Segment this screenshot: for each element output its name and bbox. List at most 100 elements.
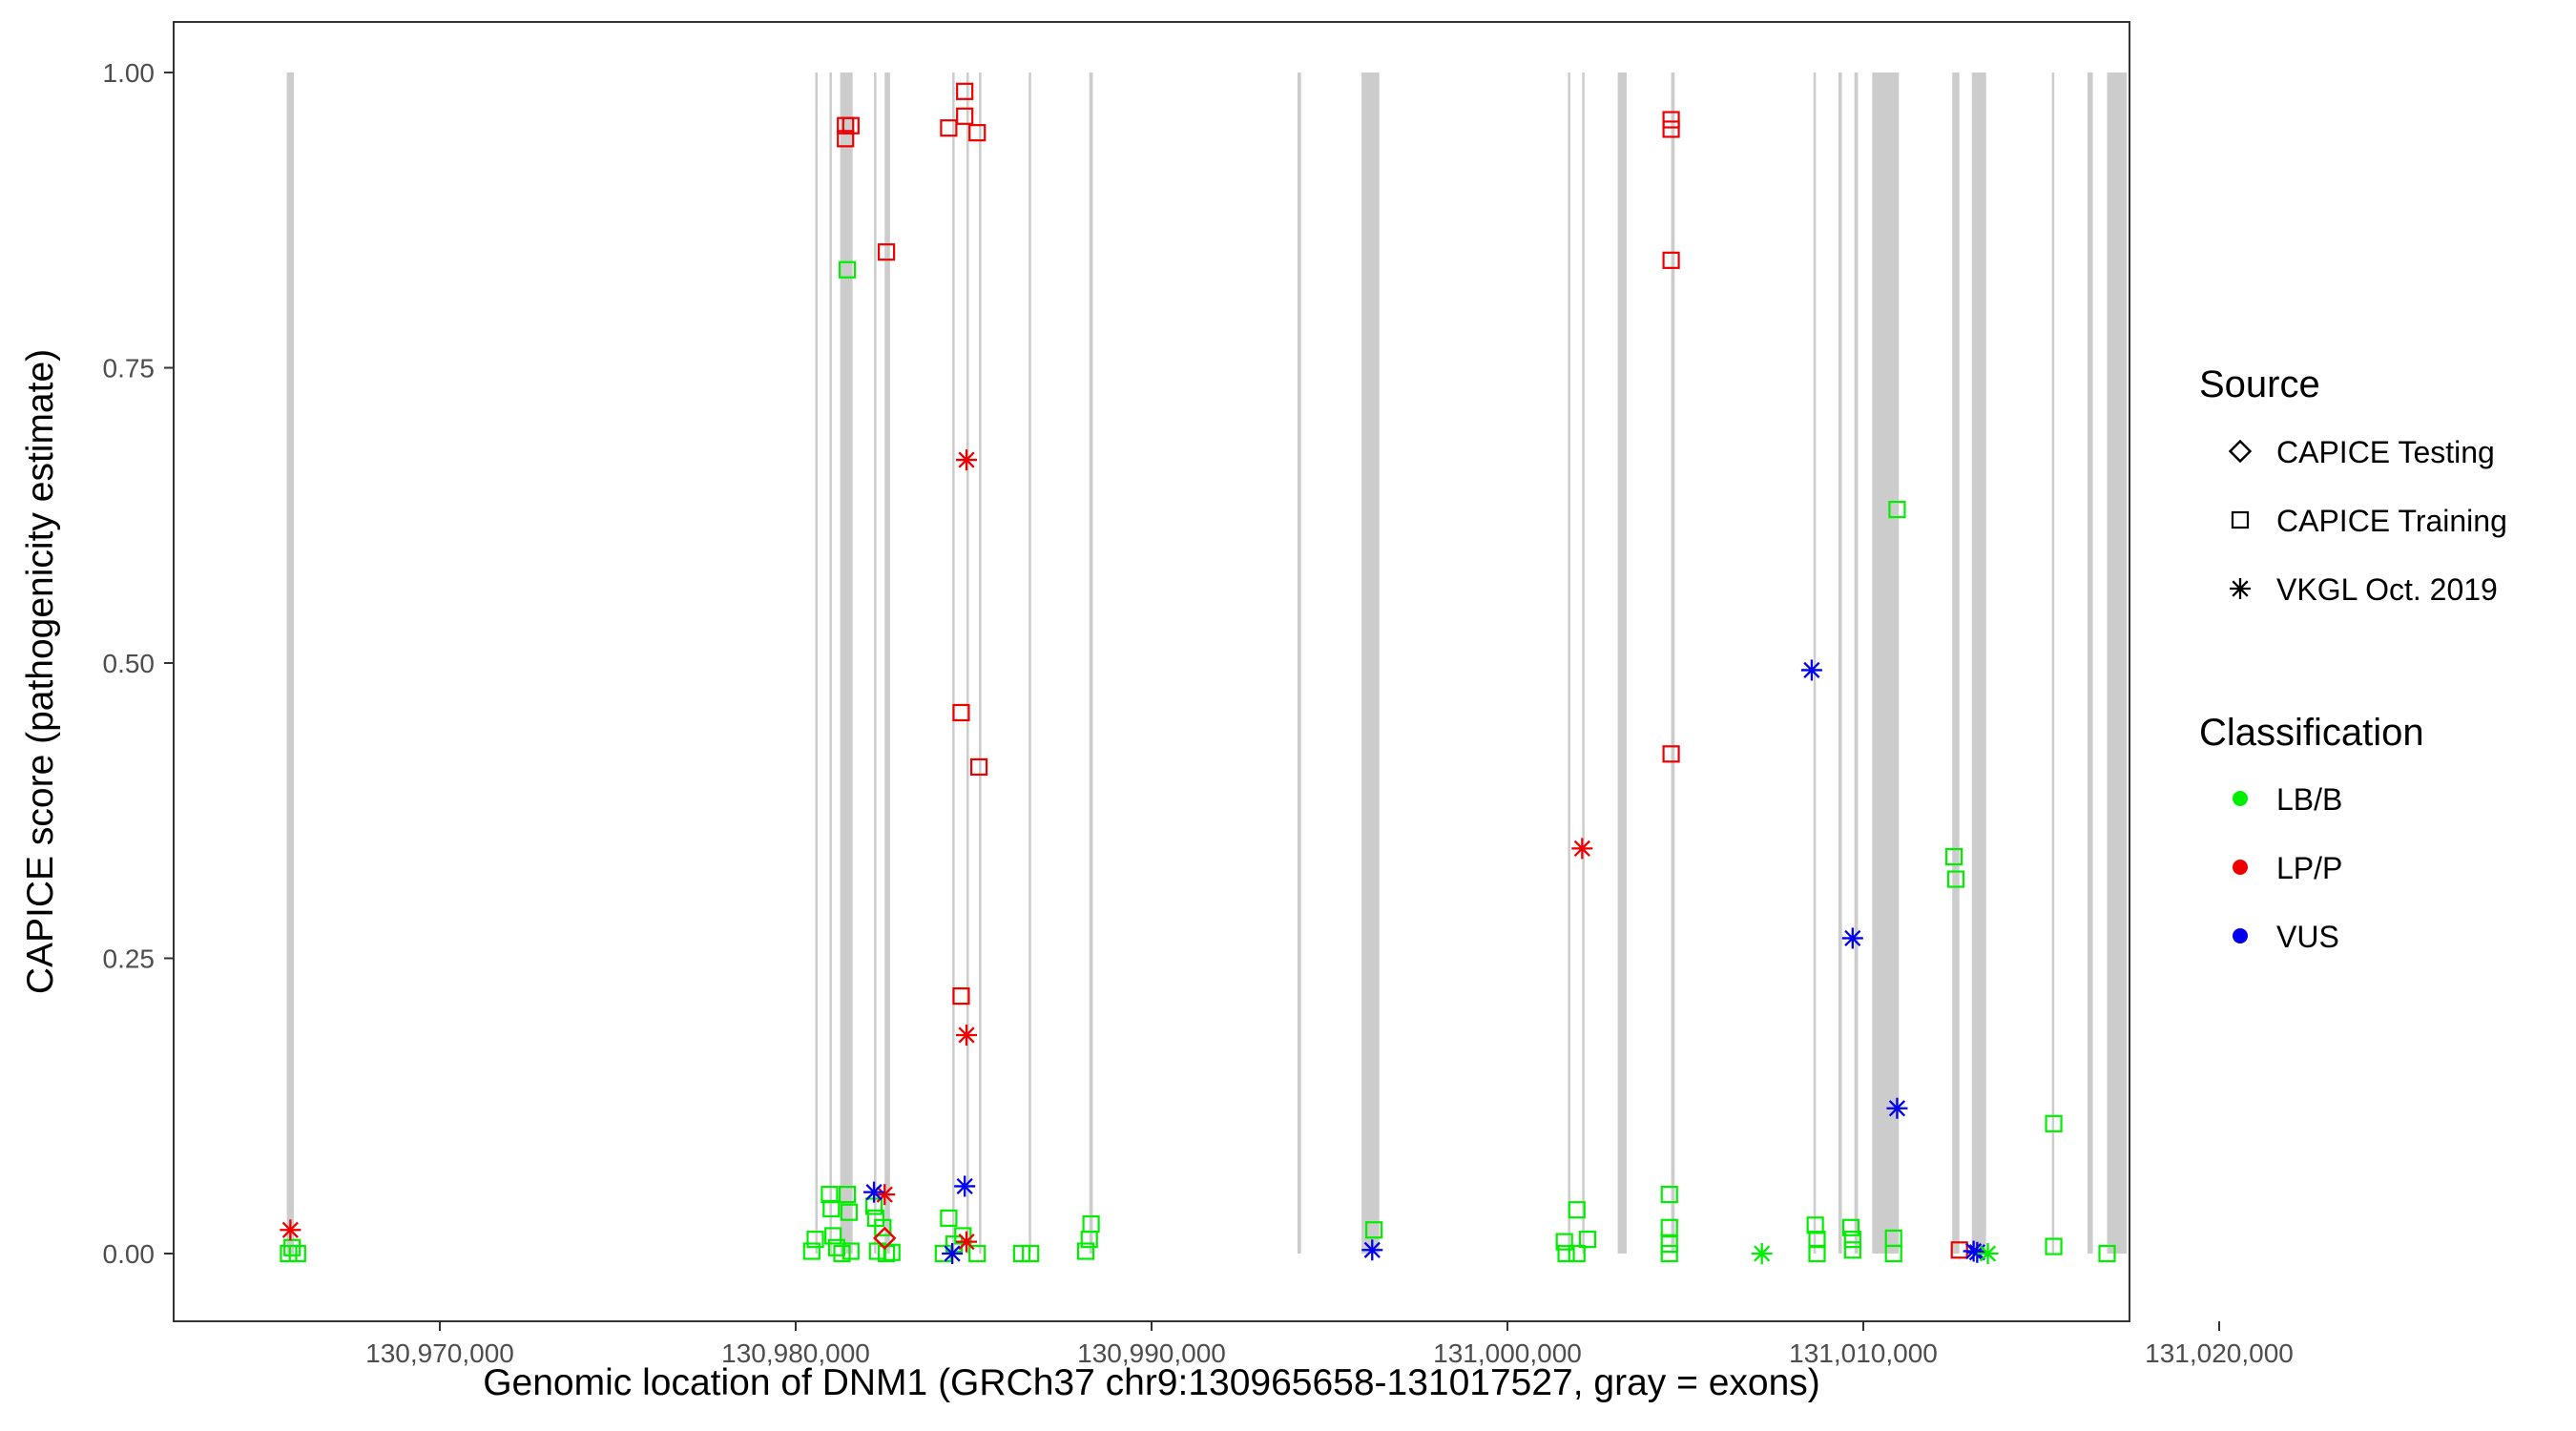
plot-panel [174, 22, 2129, 1321]
legend-class-label: LP/P [2276, 851, 2342, 885]
data-points [280, 82, 2116, 1264]
point-square [1076, 1242, 1095, 1260]
exon-band [1361, 73, 1380, 1254]
exon-band [286, 73, 295, 1254]
point-square [1841, 1218, 1860, 1236]
point-asterisk [956, 1024, 978, 1046]
exon-band [979, 73, 982, 1254]
point-asterisk [956, 449, 978, 471]
point-asterisk [942, 1243, 964, 1264]
point-square [841, 1242, 860, 1260]
point-square [940, 119, 958, 137]
point-square [1946, 870, 1965, 888]
point-square [1843, 1241, 1861, 1259]
legend-source-label: VKGL Oct. 2019 [2276, 572, 2498, 607]
exon-band [1838, 73, 1842, 1254]
legend-dot-icon [2233, 928, 2248, 944]
legend-class-title: Classification [2199, 712, 2424, 754]
y-axis-title: CAPICE score (pathogenicity estimate) [20, 349, 61, 994]
exon-band [874, 73, 877, 1254]
x-axis-title: Genomic location of DNM1 (GRCh37 chr9:13… [483, 1362, 1820, 1403]
x-tick-label: 130,970,000 [365, 1338, 514, 1368]
legend-square-icon [2231, 510, 2250, 529]
x-tick-label: 131,010,000 [1789, 1338, 1938, 1368]
legend-source-label: CAPICE Training [2276, 504, 2507, 538]
point-asterisk [1966, 1241, 1988, 1263]
point-square [952, 987, 970, 1006]
point-square [288, 1244, 306, 1263]
point-asterisk [1841, 927, 1863, 949]
point-square [1660, 1234, 1678, 1254]
legend-diamond-icon [2228, 439, 2253, 464]
x-tick-label: 131,020,000 [2145, 1338, 2294, 1368]
y-tick-label: 1.00 [103, 58, 156, 88]
point-square [2045, 1114, 2063, 1132]
point-square [280, 1244, 298, 1263]
point-square [1945, 847, 1963, 866]
exon-band [884, 73, 890, 1254]
point-square [1660, 1185, 1678, 1204]
legend: Source Classification CAPICE Testing CAPI… [2199, 363, 2507, 954]
y-tick-label: 0.75 [103, 354, 156, 384]
point-square [838, 260, 857, 279]
exon-band [1872, 73, 1900, 1254]
y-tick-label: 0.50 [103, 649, 156, 678]
x-tick-label: 130,990,000 [1077, 1338, 1226, 1368]
point-asterisk [1751, 1243, 1773, 1264]
exon-band [1671, 73, 1675, 1254]
x-tick-label: 130,980,000 [721, 1338, 870, 1368]
exon-band [1582, 73, 1585, 1254]
exon-band [1952, 73, 1960, 1254]
point-square [1578, 1231, 1597, 1249]
point-square [968, 124, 987, 142]
point-square [1808, 1231, 1826, 1249]
point-square [1662, 745, 1680, 763]
point-square [878, 243, 896, 261]
point-square [837, 130, 855, 148]
y-tick-label: 0.25 [103, 944, 156, 974]
point-square [874, 1218, 892, 1236]
exon-band [1297, 73, 1301, 1254]
exon-band [840, 73, 853, 1254]
point-square [821, 1185, 839, 1204]
point-square [956, 82, 974, 100]
point-asterisk [1361, 1239, 1383, 1261]
point-square [1660, 1244, 1678, 1263]
legend-class-label: VUS [2276, 920, 2339, 954]
y-tick-label: 0.00 [103, 1239, 156, 1269]
exon-bands [286, 73, 2128, 1254]
legend-source-label: CAPICE Testing [2276, 435, 2495, 469]
point-square [806, 1231, 824, 1249]
point-square [833, 1244, 851, 1263]
point-square [954, 1227, 972, 1245]
point-square [956, 107, 974, 125]
point-asterisk [1571, 838, 1593, 860]
exon-band [2107, 73, 2128, 1254]
point-square [1568, 1244, 1586, 1263]
exon-band [1813, 73, 1817, 1254]
x-axis: 130,970,000 130,980,000 130,990,000 131,000… [365, 1321, 2294, 1368]
point-square [802, 1242, 821, 1260]
point-square [1884, 1244, 1902, 1263]
exon-band [815, 73, 819, 1254]
point-square [2045, 1237, 2063, 1255]
x-tick-label: 131,000,000 [1433, 1338, 1582, 1368]
point-asterisk [954, 1175, 976, 1197]
exon-band [1089, 73, 1093, 1254]
exon-band [2087, 73, 2093, 1254]
exon-band [1971, 73, 1986, 1254]
point-asterisk [1977, 1243, 1999, 1264]
point-diamond [873, 1226, 897, 1251]
point-square [1662, 111, 1680, 129]
legend-asterisk-icon [2230, 578, 2251, 599]
point-square [822, 1199, 841, 1218]
point-square [1843, 1231, 1861, 1249]
point-square [824, 1227, 842, 1245]
point-square [1082, 1214, 1100, 1234]
legend-dot-icon [2233, 860, 2248, 875]
y-axis: 0.00 0.25 0.50 0.75 1.00 [103, 58, 174, 1269]
point-asterisk [956, 1231, 978, 1253]
point-square [2098, 1244, 2116, 1263]
point-square [968, 1244, 987, 1263]
